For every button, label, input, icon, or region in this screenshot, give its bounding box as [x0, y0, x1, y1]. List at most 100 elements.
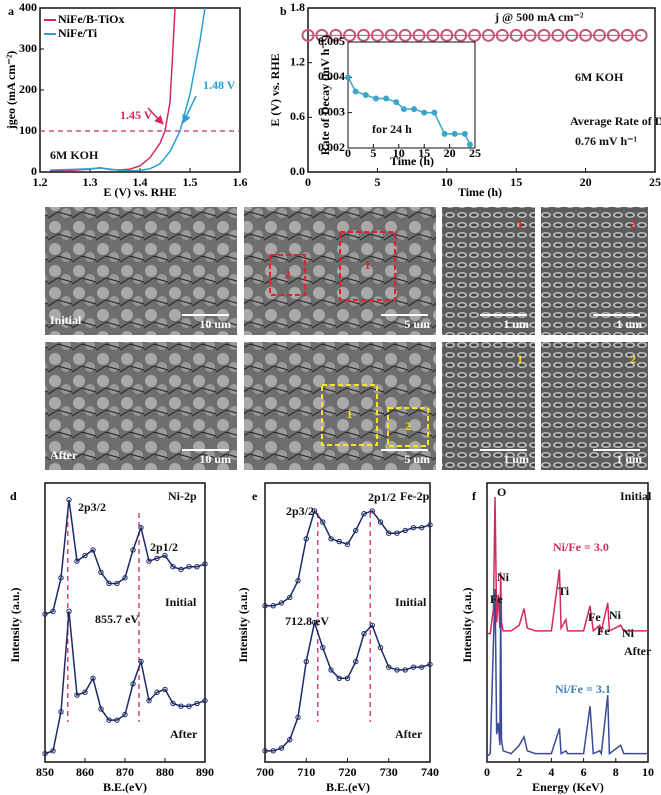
x-tick-label: 0	[345, 146, 351, 160]
panel-label: b	[280, 4, 287, 18]
x-axis-label: B.E.(eV)	[326, 780, 370, 794]
sem-image	[442, 342, 535, 470]
data-point	[138, 658, 144, 665]
y-tick-label: 0.005	[318, 34, 345, 48]
y-tick-label: 0.0	[290, 164, 305, 178]
data-point	[303, 536, 309, 542]
data-point	[344, 541, 351, 548]
annotation: Ni-2p	[168, 489, 197, 503]
annotation: Ni/Fe = 3.0	[553, 540, 609, 554]
data-point	[122, 575, 128, 581]
arrow	[182, 95, 197, 124]
zoom-tag: 2	[285, 267, 291, 281]
data-point	[336, 675, 342, 681]
data-point	[426, 28, 440, 42]
annotation: 2p1/2	[150, 540, 178, 554]
data-point	[90, 547, 96, 553]
sem-tag: 2	[630, 217, 636, 231]
x-tick-label: 0	[484, 765, 490, 779]
x-tick-label: 5	[370, 146, 376, 160]
data-point	[270, 748, 276, 754]
data-point	[383, 95, 390, 102]
annotation: Ti	[558, 584, 570, 598]
data-point	[262, 603, 268, 609]
y-tick-label: 300	[19, 41, 37, 55]
data-point	[481, 28, 495, 42]
data-point	[162, 686, 168, 693]
data-point	[262, 748, 268, 754]
data-point	[421, 109, 428, 116]
data-point	[606, 28, 620, 42]
x-axis-label: Time (h)	[458, 185, 502, 199]
data-point	[495, 28, 509, 42]
series-line	[44, 611, 206, 755]
data-point	[402, 527, 408, 534]
x-tick-label: 1.5	[183, 175, 198, 189]
series-line	[486, 588, 648, 757]
data-point	[66, 608, 72, 615]
data-point	[394, 667, 400, 673]
sem-tag: 2	[630, 352, 636, 366]
data-point	[320, 519, 326, 525]
zoom-tag: 2	[405, 419, 411, 433]
sem-image	[442, 207, 535, 335]
data-point	[122, 711, 128, 718]
y-tick-label: 100	[19, 123, 37, 137]
y-axis-label: Intensity (a.u.)	[8, 587, 22, 662]
sem-image	[541, 207, 648, 335]
annotation: Initial	[620, 489, 652, 503]
legend-label: NiFe/B-TiOx	[58, 12, 124, 26]
scale-label: 1 um	[503, 317, 529, 331]
data-point	[361, 630, 367, 637]
plot-frame	[307, 7, 656, 173]
data-point	[369, 622, 375, 628]
data-point	[344, 675, 351, 681]
data-point	[369, 508, 375, 514]
zoom-tag: 1	[347, 407, 353, 421]
scale-label: 5 um	[404, 317, 430, 331]
series-line	[49, 7, 206, 172]
data-point	[315, 28, 329, 42]
annotation: After	[624, 644, 652, 658]
x-axis-label: E (V) vs. RHE	[103, 185, 176, 199]
annotation: 0.76 mV h⁻¹	[575, 134, 637, 148]
data-point	[441, 130, 448, 137]
x-tick-label: 5	[374, 175, 380, 189]
data-point	[66, 497, 72, 503]
data-point	[106, 580, 112, 587]
data-point	[194, 564, 200, 570]
sem-image	[45, 342, 237, 470]
data-point	[311, 508, 318, 514]
data-point	[320, 644, 326, 651]
annotation: Ni	[622, 626, 635, 640]
data-point	[194, 700, 200, 707]
data-point	[114, 580, 120, 587]
x-tick-label: 20	[444, 146, 456, 160]
data-point	[329, 28, 343, 42]
zoom-box	[339, 231, 396, 301]
scale-label: 10 um	[199, 317, 231, 331]
annotation: Initial	[395, 595, 427, 609]
sem-tag: 1	[517, 217, 523, 231]
sem-image	[541, 342, 648, 470]
annotation: Fe	[597, 624, 610, 638]
y-tick-label: 0	[31, 164, 37, 178]
zoom-box	[321, 384, 378, 446]
y-axis-label: jgeo (mA cm⁻²)	[4, 51, 18, 131]
x-tick-label: 1.2	[33, 175, 48, 189]
x-tick-label: 15	[510, 175, 522, 189]
series-line	[44, 499, 206, 615]
sem-image	[244, 342, 436, 470]
y-tick-label: 400	[19, 0, 37, 14]
y-tick-label: 0.004	[318, 69, 345, 83]
y-axis-label: Intensity (a.u.)	[460, 587, 474, 662]
data-point	[295, 714, 301, 721]
data-point	[146, 697, 152, 704]
x-tick-label: 860	[76, 765, 94, 779]
data-point	[301, 28, 315, 42]
annotation: 6M KOH	[575, 70, 624, 84]
data-point	[270, 603, 276, 609]
data-point	[154, 689, 160, 695]
data-point	[592, 28, 606, 42]
data-point	[303, 658, 309, 665]
